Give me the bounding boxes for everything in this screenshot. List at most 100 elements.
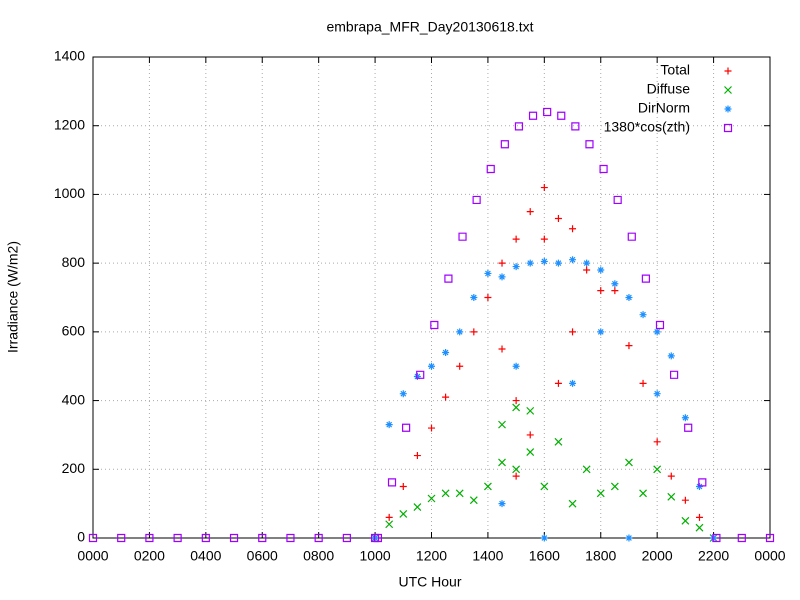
data-point [596,489,605,498]
data-point [416,370,425,379]
x-tick-label: 0200 [134,548,165,564]
data-point [413,503,422,512]
data-point [399,390,407,398]
y-tick-label: 800 [62,254,86,270]
data-point [387,478,397,487]
data-point [554,437,563,446]
x-tick-label: 2000 [642,548,673,564]
data-point [470,328,478,336]
data-point [442,348,450,356]
data-point [498,273,506,281]
data-point [695,523,704,532]
data-point [399,482,407,490]
x-tick-label: 1600 [529,548,560,564]
data-point [610,482,619,491]
data-point [695,482,703,490]
data-point [568,499,577,508]
data-point [472,195,481,205]
x-tick-label: 0000 [754,548,785,564]
data-point [627,232,636,241]
legend-marker [724,67,732,75]
data-point [258,533,267,543]
data-point [286,533,295,543]
data-point [512,235,520,243]
data-point [441,489,450,498]
data-point [611,287,619,295]
data-point [597,328,605,336]
data-point [554,214,562,222]
data-point [484,294,492,301]
data-point [498,420,506,429]
y-tick-label: 1400 [54,48,85,64]
data-point [314,533,323,543]
data-point [613,195,622,205]
data-point [201,533,210,543]
data-point [526,208,534,216]
y-tick-label: 1200 [54,116,85,132]
chart-title: embrapa_MFR_Day20130618.txt [326,19,533,35]
data-point [444,274,453,283]
data-point [571,122,580,131]
data-point [765,533,775,543]
data-point [540,235,548,243]
data-point [712,533,721,543]
x-tick-label: 1000 [360,548,391,564]
data-point [681,414,689,422]
x-tick-label: 0400 [190,548,221,564]
data-point [653,390,661,398]
x-tick-label: 2200 [698,548,729,564]
data-point [585,140,594,149]
x-tick-label: 0600 [247,548,278,564]
data-point [569,225,577,233]
data-point [385,513,393,521]
data-point [543,107,552,117]
data-point [653,465,662,474]
data-point [512,362,520,370]
data-point [540,184,548,192]
data-point [540,482,549,491]
x-tick-label: 0800 [303,548,334,564]
x-axis-label: UTC Hour [398,574,461,590]
data-point [667,492,676,501]
data-point [498,458,506,467]
data-point [456,328,464,336]
data-point [371,534,379,542]
data-point [469,496,478,505]
data-point [173,533,182,543]
data-point [569,256,577,264]
data-point [498,500,506,508]
data-point [430,320,439,330]
data-point [385,421,393,429]
data-point [413,373,421,381]
data-point [498,345,506,353]
data-point [512,465,521,474]
x-tick-label: 1400 [472,548,503,564]
data-point [483,482,492,491]
data-point [526,406,535,415]
data-point [413,452,421,460]
data-point [599,164,608,174]
data-point [486,164,495,174]
data-point [655,320,665,330]
data-point [484,269,492,277]
data-point [456,362,464,370]
data-point [428,362,435,370]
data-point [528,111,538,120]
data-point [526,259,534,267]
data-point [681,496,689,504]
data-point [514,122,524,131]
legend-label: DirNorm [638,100,690,116]
data-point [470,294,478,301]
data-point [569,379,577,387]
data-point [512,403,521,412]
data-point [498,259,506,267]
data-point [512,397,520,405]
plot-frame [92,56,771,539]
x-tick-label: 1800 [585,548,616,564]
data-point [583,266,591,274]
data-point [667,472,675,480]
data-point [698,478,707,487]
data-point [402,423,411,432]
